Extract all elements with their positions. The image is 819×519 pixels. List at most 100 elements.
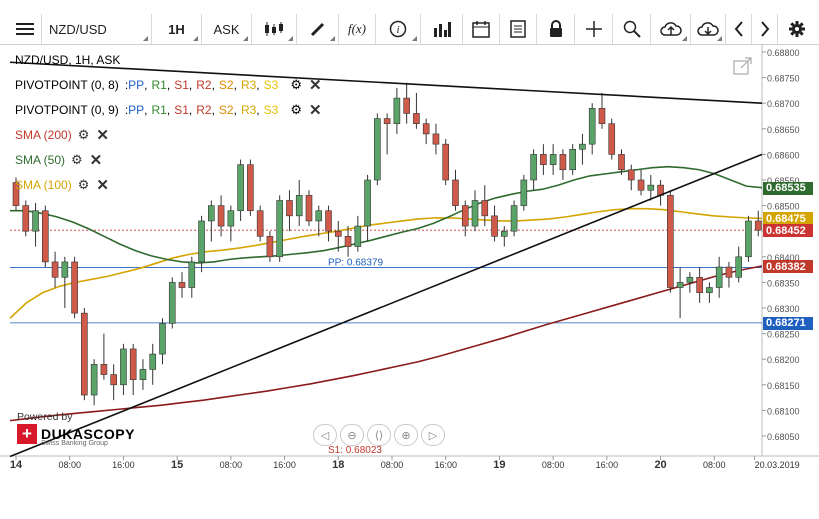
pivot1-level-r2: R2: [196, 78, 212, 92]
magnifier-icon: [623, 20, 641, 38]
candle-body: [354, 225, 362, 247]
sma200-label: SMA (200): [15, 128, 72, 142]
zoom-in-button[interactable]: ⊕: [394, 424, 418, 446]
candle-body: [256, 210, 264, 237]
pivot2-level-r1: R1: [151, 103, 167, 117]
x-tick-label: 16:00: [596, 460, 619, 470]
gear-icon: [789, 21, 805, 37]
candle-body: [276, 200, 283, 258]
pivot1-level-r1: R1: [151, 78, 167, 92]
pivot1-close-icon[interactable]: ✕: [308, 77, 322, 94]
y-tick-label: 0.68150: [767, 381, 800, 391]
crosshair-icon: [585, 21, 602, 37]
trendline-2: [9, 153, 763, 458]
sma200-close-icon[interactable]: ✕: [96, 127, 109, 144]
zoom-button[interactable]: [613, 14, 651, 44]
nav-forward-button[interactable]: ▷: [421, 424, 445, 446]
volume-button[interactable]: [421, 14, 463, 44]
zoom-in-icon: ⊕: [401, 429, 411, 442]
candle-body: [383, 118, 391, 124]
scroll-right-button[interactable]: [752, 14, 778, 44]
candle-body: [334, 230, 342, 237]
candle-body: [168, 282, 176, 324]
sma50-settings-icon[interactable]: ⚙: [71, 152, 83, 167]
pivot2-close-icon[interactable]: ✕: [308, 102, 322, 119]
cloud-upload-icon: [659, 22, 682, 36]
swiss-cross-icon: +: [17, 424, 37, 444]
pivot1-name: PIVOTPOINT (0, 8): [15, 78, 119, 92]
x-tick-label: 08:00: [703, 460, 726, 470]
settings-button[interactable]: [778, 14, 816, 44]
candle-body: [325, 210, 332, 232]
function-label: f(x): [347, 21, 367, 36]
candle-body: [129, 348, 137, 380]
pivot1-levels: PP, R1, S1, R2, S2, R3, S3: [128, 78, 279, 92]
zoom-out-button[interactable]: ⊖: [340, 424, 364, 446]
chart-navigation: ◁ ⊖ ⟨⟩ ⊕ ▷: [313, 424, 445, 446]
candle-body: [588, 108, 596, 145]
candle-body: [432, 133, 440, 145]
price-chart[interactable]: 0.68800 0.68750 0.68700 0.68650 0.68600 0.685…: [0, 44, 819, 519]
sma50-close-icon[interactable]: ✕: [89, 152, 103, 169]
x-tick-label: 08:00: [381, 460, 404, 470]
candle-body: [530, 154, 537, 181]
trendline-1: [9, 61, 763, 104]
template-button[interactable]: [500, 14, 537, 44]
dukascopy-logo: + DUKASCOPY Swiss Banking Group: [17, 424, 135, 447]
candle-body: [100, 364, 108, 375]
x-tick-label: 20.03.2019: [755, 460, 800, 470]
price-tag: 0.68271: [763, 316, 813, 330]
timeframe-select[interactable]: 1H: [152, 14, 202, 44]
sma100-close-icon[interactable]: ✕: [96, 177, 109, 194]
scroll-left-button[interactable]: [726, 14, 752, 44]
x-tick-label: 20: [654, 459, 666, 471]
candle-body: [71, 261, 78, 314]
pivot1-settings-icon[interactable]: ⚙: [290, 77, 302, 92]
candle-body: [247, 164, 254, 212]
candle-body: [735, 256, 743, 278]
reset-view-button[interactable]: ⟨⟩: [367, 424, 391, 446]
y-tick-label: 0.68400: [767, 253, 800, 263]
price-tag: 0.68475: [763, 212, 813, 226]
candle-body: [286, 200, 293, 217]
y-tick-label: 0.68550: [767, 176, 800, 186]
expand-button[interactable]: [731, 56, 755, 78]
candle-body: [608, 123, 616, 155]
nav-back-button[interactable]: ◁: [313, 424, 337, 446]
candle-body: [422, 123, 430, 135]
instrument-select[interactable]: NZD/USD: [42, 14, 152, 44]
chart-header: NZD/USD, 1H, ASK: [15, 51, 120, 69]
timeframe-label: 1H: [168, 21, 185, 37]
sma200-settings-icon[interactable]: ⚙: [77, 127, 90, 142]
sma100-settings-icon[interactable]: ⚙: [77, 177, 90, 192]
candle-body: [364, 179, 371, 227]
pivot2-separator: :: [124, 103, 129, 117]
pivot2-level-s2: S2: [218, 103, 234, 117]
draw-tool-button[interactable]: [297, 14, 339, 44]
y-tick-label: 0.68600: [767, 150, 800, 160]
indicators-button[interactable]: f(x): [339, 14, 376, 44]
bar-chart-icon: [433, 22, 451, 37]
menu-button[interactable]: [8, 14, 42, 44]
lock-button[interactable]: [537, 14, 575, 44]
upload-button[interactable]: [651, 14, 691, 44]
candle-body: [208, 205, 215, 222]
chart-type-button[interactable]: [252, 14, 297, 44]
candle-body: [120, 348, 127, 386]
y-tick-label: 0.68250: [767, 330, 800, 340]
candle-body: [227, 210, 235, 227]
pivot1-level-s1: S1: [174, 78, 189, 92]
triangle-right-icon: ▷: [428, 429, 438, 442]
calendar-button[interactable]: [463, 14, 500, 44]
candle-body: [315, 210, 323, 222]
x-tick-label: 16:00: [434, 460, 457, 470]
download-button[interactable]: [691, 14, 726, 44]
crosshair-button[interactable]: [575, 14, 613, 44]
lock-icon: [549, 20, 562, 37]
side-select[interactable]: ASK: [202, 14, 252, 44]
pivot1-level-s3: S3: [263, 78, 279, 92]
info-button[interactable]: i: [376, 14, 421, 44]
pivot2-settings-icon[interactable]: ⚙: [290, 102, 302, 117]
y-tick-label: 0.68800: [767, 48, 800, 58]
candle-body: [305, 195, 313, 222]
